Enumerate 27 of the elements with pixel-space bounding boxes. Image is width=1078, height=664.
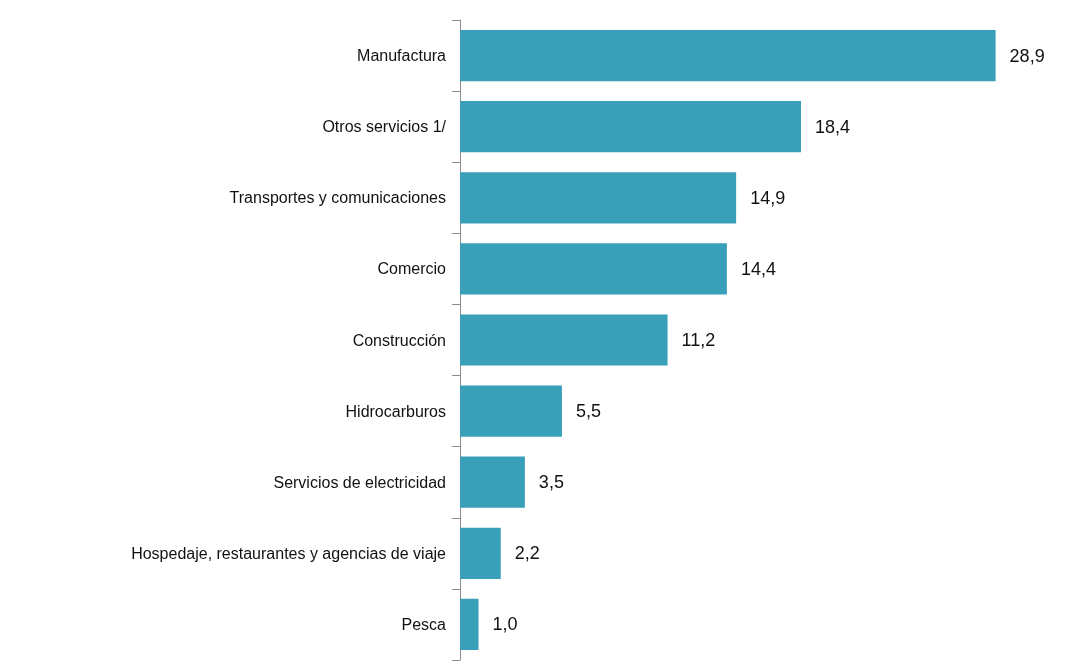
bar (460, 598, 479, 651)
data-label: 14,9 (750, 187, 786, 208)
bar (460, 385, 562, 437)
bar (460, 172, 737, 224)
bar (460, 243, 727, 295)
bar (460, 527, 501, 579)
y-tick-label: Comercio (377, 260, 447, 278)
data-label: 28,9 (1009, 45, 1045, 66)
y-tick-label: Otros servicios 1/ (322, 118, 447, 136)
bar (460, 101, 802, 153)
y-tick-label: Construcción (352, 331, 446, 349)
y-tick-label: Pesca (401, 615, 447, 633)
data-label: 1,0 (492, 614, 518, 635)
y-tick-label: Transportes y comunicaciones (229, 189, 446, 207)
y-tick-label: Servicios de electricidad (273, 473, 446, 491)
y-tick-label: Hospedaje, restaurantes y agencias de viaje (131, 544, 447, 562)
bar (460, 456, 525, 508)
y-tick-label: Hidrocarburos (345, 402, 446, 420)
data-label: 2,2 (514, 543, 540, 564)
data-label: 3,5 (538, 472, 564, 493)
y-tick-label: Manufactura (357, 47, 447, 65)
bar (460, 314, 668, 366)
data-label: 11,2 (681, 330, 716, 350)
data-label: 14,4 (740, 258, 776, 279)
data-label: 18,4 (815, 116, 851, 137)
bar (460, 29, 996, 82)
data-label: 5,5 (575, 401, 601, 422)
